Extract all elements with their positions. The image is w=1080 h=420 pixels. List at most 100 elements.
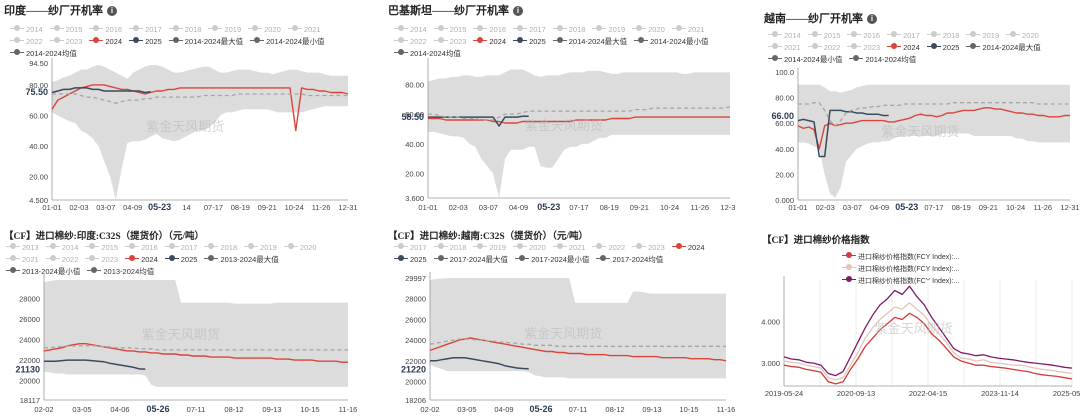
x-tick-label: 09-21 <box>258 203 277 212</box>
legend-item[interactable]: 2013-2024最小值 <box>6 266 80 278</box>
legend-item[interactable]: 2015 <box>85 242 118 254</box>
legend-item[interactable]: 2022 <box>10 36 43 48</box>
legend-item[interactable]: 2024 <box>887 42 920 54</box>
legend-item[interactable]: 2014 <box>768 30 801 42</box>
legend-marker-icon <box>49 37 64 44</box>
x-tick-label: 02-03 <box>449 203 468 212</box>
legend-item[interactable]: 2024 <box>671 242 705 254</box>
legend-item[interactable]: 2017-2024均值 <box>596 254 663 266</box>
chart-panel-vietnam-utilization: 越南——纱厂开机率 i 2014 2015 2016 2017 2018 2019 2020 2… <box>758 0 1080 218</box>
legend-item[interactable]: 2023 <box>433 36 466 48</box>
legend-item[interactable]: 2017 <box>513 24 546 36</box>
legend-item[interactable]: 2024 <box>89 36 122 48</box>
legend-item[interactable]: 2014 <box>394 24 427 36</box>
legend-item[interactable]: 2014-2024最小值 <box>634 36 709 48</box>
legend-label: 2021 <box>303 25 321 34</box>
legend-item[interactable]: 2021 <box>768 42 801 54</box>
x-tick-label: 14 <box>182 203 190 212</box>
legend-marker-icon <box>10 49 24 56</box>
legend-item[interactable]: 2022 <box>45 254 78 266</box>
legend-item[interactable]: 2018 <box>204 242 237 254</box>
legend-item[interactable]: 2020 <box>283 242 317 254</box>
legend-item[interactable]: 2023 <box>49 36 82 48</box>
info-icon[interactable]: i <box>107 6 117 16</box>
legend-item[interactable]: 2013-2024最大值 <box>204 254 279 266</box>
legend-item[interactable]: 2020 <box>1006 30 1039 42</box>
legend-item[interactable]: 2019 <box>244 242 277 254</box>
chart-title-text: 印度——纱厂开机率 <box>4 5 103 17</box>
legend-item[interactable]: 2016 <box>847 30 880 42</box>
legend-item[interactable]: 2025 <box>394 254 427 266</box>
legend-item[interactable]: 2020 <box>248 24 281 36</box>
legend-item[interactable]: 2022 <box>807 42 840 54</box>
legend-item[interactable]: 2021 <box>6 254 39 266</box>
legend-item[interactable]: 2016 <box>473 24 506 36</box>
legend-item[interactable]: 2016 <box>125 242 158 254</box>
legend-item[interactable]: 2013-2024均值 <box>87 266 154 278</box>
legend-item[interactable]: 2015 <box>807 30 840 42</box>
legend-item[interactable]: 2021 <box>287 24 321 36</box>
legend-item[interactable]: 2017 <box>129 24 162 36</box>
legend-item[interactable]: 2017 <box>394 242 427 254</box>
legend-item[interactable]: 2014-2024最小值 <box>250 36 325 48</box>
legend-label: 2017 <box>180 243 198 252</box>
legend-item[interactable]: 进口棉纱价格指数(FCY Index):... <box>842 276 959 288</box>
legend-item[interactable]: 2017 <box>887 30 920 42</box>
info-icon[interactable]: i <box>513 6 523 16</box>
legend-item[interactable]: 2025 <box>164 254 197 266</box>
legend-item[interactable]: 2014 <box>45 242 78 254</box>
y-tick-label: 4.000 <box>761 318 780 327</box>
x-tick-label: 03-05 <box>457 405 476 414</box>
legend-item[interactable]: 2025 <box>926 42 959 54</box>
legend-item[interactable]: 2024 <box>125 254 158 266</box>
legend-label: 2017 <box>145 25 162 34</box>
legend-label: 2024 <box>141 255 158 264</box>
legend-item[interactable]: 2019 <box>592 24 625 36</box>
legend-marker-icon <box>632 243 647 250</box>
legend-item[interactable]: 2023 <box>632 242 665 254</box>
legend-item[interactable]: 2014-2024均值 <box>394 48 461 60</box>
info-icon[interactable]: i <box>867 14 877 24</box>
legend-item[interactable]: 2022 <box>394 36 427 48</box>
series-line <box>783 285 1073 377</box>
legend-item[interactable]: 2017 <box>164 242 198 254</box>
legend-item[interactable]: 2022 <box>592 242 625 254</box>
legend-item[interactable]: 2015 <box>49 24 82 36</box>
legend-item[interactable]: 进口棉纱价格指数(FCY Index):... <box>842 252 959 264</box>
legend-item[interactable]: 2015 <box>433 24 466 36</box>
legend-item[interactable]: 2024 <box>473 36 506 48</box>
legend-item[interactable]: 2020 <box>632 24 665 36</box>
legend-item[interactable]: 2014-2024最大值 <box>552 36 627 48</box>
legend-item[interactable]: 2019 <box>966 30 999 42</box>
legend-item[interactable]: 2018 <box>926 30 959 42</box>
legend-item[interactable]: 2025 <box>513 36 546 48</box>
legend-item[interactable]: 2020 <box>513 242 546 254</box>
y-tick-label: 80.00 <box>405 80 424 89</box>
legend-item[interactable]: 2019 <box>208 24 241 36</box>
legend-label: 2024 <box>489 37 507 46</box>
legend-item[interactable]: 2016 <box>89 24 122 36</box>
legend-item[interactable]: 2018 <box>552 24 585 36</box>
legend-item[interactable]: 2017-2024最小值 <box>515 254 589 266</box>
legend-item[interactable]: 2014-2024最大值 <box>168 36 243 48</box>
legend-item[interactable]: 2019 <box>473 242 506 254</box>
legend-item[interactable]: 2014 <box>10 24 43 36</box>
y-tick-label: 40.00 <box>29 142 48 151</box>
y-tick-label: 60.00 <box>29 111 48 120</box>
legend-item[interactable]: 2021 <box>671 24 705 36</box>
legend-item[interactable]: 2014-2024均值 <box>10 48 77 60</box>
legend-item[interactable]: 2014-2024最小值 <box>768 54 842 66</box>
legend-item[interactable]: 2023 <box>847 42 880 54</box>
x-tick-label: 04-09 <box>123 203 142 212</box>
legend-item[interactable]: 2014-2024最大值 <box>966 42 1041 54</box>
range-band <box>44 280 348 387</box>
legend-item[interactable]: 2018 <box>433 242 466 254</box>
legend-item[interactable]: 进口棉纱价格指数(FCY Index):... <box>842 264 959 276</box>
legend-item[interactable]: 2018 <box>168 24 201 36</box>
legend-item[interactable]: 2017-2024最大值 <box>433 254 508 266</box>
legend-item[interactable]: 2014-2024均值 <box>849 54 916 66</box>
legend-item[interactable]: 2021 <box>552 242 585 254</box>
legend-item[interactable]: 2025 <box>129 36 162 48</box>
legend-item[interactable]: 2023 <box>85 254 118 266</box>
legend-item[interactable]: 2013 <box>6 242 39 254</box>
